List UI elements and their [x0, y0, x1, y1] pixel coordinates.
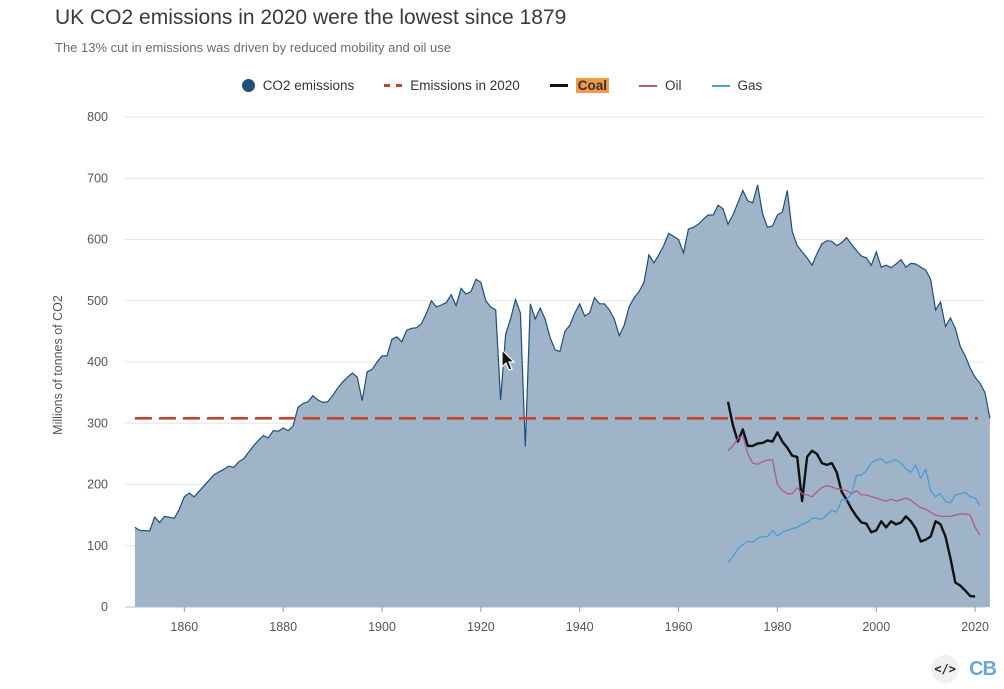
legend-swatch-oil	[639, 84, 658, 87]
legend-item-coal[interactable]: Coal	[549, 78, 610, 93]
x-tick-label: 1880	[269, 620, 297, 634]
co2-emissions-area	[134, 185, 990, 607]
mouse-cursor-icon	[501, 349, 516, 371]
legend-label-oil: Oil	[665, 78, 682, 93]
chart-title: UK CO2 emissions in 2020 were the lowest…	[55, 6, 567, 29]
y-tick-label: 700	[87, 171, 108, 185]
x-tick-label: 1960	[665, 620, 693, 634]
legend-label-co2: CO2 emissions	[262, 78, 355, 93]
x-tick-label: 1940	[566, 620, 594, 634]
x-tick-label: 1920	[467, 620, 495, 634]
co2-emissions-line	[134, 184, 991, 532]
embed-code-icon[interactable]: </>	[931, 655, 960, 683]
y-tick-label: 200	[87, 478, 108, 492]
y-tick-label: 500	[87, 294, 108, 308]
legend-item-emissions-2020[interactable]: Emissions in 2020	[384, 78, 520, 93]
y-axis-label: Millions of tonnes of CO2	[51, 295, 65, 435]
legend-label-2020: Emissions in 2020	[410, 78, 520, 93]
legend-swatch-2020	[384, 84, 403, 87]
y-tick-label: 300	[87, 416, 108, 430]
gas-line	[727, 458, 981, 563]
legend-item-co2-emissions[interactable]: CO2 emissions	[241, 78, 355, 93]
y-tick-label: 600	[87, 233, 108, 247]
carbon-brief-logo: CB	[969, 657, 997, 680]
legend-item-oil[interactable]: Oil	[639, 78, 682, 93]
x-tick-label: 2000	[862, 620, 890, 634]
legend-swatch-gas	[711, 84, 730, 87]
x-tick-label: 1900	[368, 620, 396, 634]
chart-legend: CO2 emissions Emissions in 2020 Coal Oil…	[0, 78, 1004, 93]
y-tick-label: 100	[87, 539, 108, 553]
coal-line	[726, 401, 976, 598]
legend-label-coal: Coal	[575, 78, 610, 93]
y-tick-label: 800	[87, 110, 108, 124]
x-tick-label: 2020	[961, 620, 989, 634]
x-tick-label: 1980	[764, 620, 792, 634]
chart-subtitle: The 13% cut in emissions was driven by r…	[55, 40, 451, 55]
legend-swatch-coal	[549, 84, 568, 87]
oil-line	[727, 434, 981, 536]
y-tick-label: 400	[87, 355, 108, 369]
legend-swatch-co2	[241, 79, 255, 92]
footer-icons: </> CB	[931, 655, 997, 683]
legend-label-gas: Gas	[737, 78, 763, 93]
x-tick-label: 1860	[170, 620, 198, 634]
y-tick-label: 0	[101, 600, 108, 614]
legend-item-gas[interactable]: Gas	[711, 78, 763, 93]
